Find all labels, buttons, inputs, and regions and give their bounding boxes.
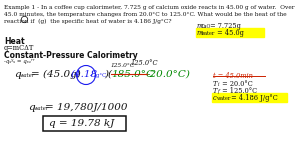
Text: T: T — [213, 87, 218, 95]
Text: water: water — [201, 31, 215, 36]
Text: J: J — [90, 71, 92, 76]
Text: = (45.0g): = (45.0g) — [31, 70, 81, 79]
Text: water: water — [20, 73, 35, 78]
Text: c: c — [213, 94, 217, 102]
Text: = 125.0°C: = 125.0°C — [220, 87, 257, 95]
Text: 185.0°C: 185.0°C — [111, 70, 154, 79]
Bar — [212, 93, 287, 101]
Text: Example 1 - In a coffee cup calorimeter, 7.725 g of calcium oxide reacts in 45.0: Example 1 - In a coffee cup calorimeter,… — [4, 5, 295, 10]
Text: = 45.0g: = 45.0g — [215, 29, 244, 37]
Text: q: q — [14, 70, 21, 79]
Text: (4.18: (4.18 — [71, 70, 98, 79]
Text: CaO: CaO — [201, 24, 211, 29]
Bar — [196, 28, 264, 36]
Text: i: i — [218, 82, 219, 87]
Text: = 4.186 J/g°C: = 4.186 J/g°C — [229, 94, 278, 102]
Text: f: f — [218, 89, 219, 94]
Text: /g°C: /g°C — [94, 73, 106, 77]
Text: water: water — [217, 96, 231, 101]
Text: 125.0°C: 125.0°C — [111, 63, 135, 68]
FancyBboxPatch shape — [43, 116, 125, 131]
Text: -qₛʸₛ = qₛᵤʳʳ: -qₛʸₛ = qₛᵤʳʳ — [4, 59, 34, 64]
Text: q: q — [28, 103, 34, 112]
Text: = 7.725g: = 7.725g — [208, 22, 241, 30]
Text: m: m — [197, 22, 203, 30]
Text: t = 45.0min: t = 45.0min — [213, 72, 253, 80]
Text: water: water — [34, 106, 49, 111]
Text: = 20.0°C: = 20.0°C — [220, 80, 253, 88]
Text: = 19,780J/1000: = 19,780J/1000 — [45, 103, 128, 112]
Text: -20.0°C): -20.0°C) — [147, 70, 191, 79]
Text: )(: )( — [104, 70, 112, 79]
Text: q = 19.78 kJ: q = 19.78 kJ — [49, 119, 114, 128]
Text: Heat: Heat — [4, 37, 25, 46]
Text: T: T — [213, 80, 218, 88]
Text: q=mCΔT: q=mCΔT — [4, 44, 34, 52]
Text: reaction if  (g)  the specific heat of water is 4.186 J/g°C?: reaction if (g) the specific heat of wat… — [4, 19, 172, 24]
Text: 45.0 minutes, the temperature changes from 20.0°C to 125.0°C. What would be the : 45.0 minutes, the temperature changes fr… — [4, 12, 286, 17]
Text: 125.0°C: 125.0°C — [131, 59, 159, 67]
Text: m: m — [197, 29, 203, 37]
Text: Constant-Pressure Calorimetry: Constant-Pressure Calorimetry — [4, 51, 138, 60]
